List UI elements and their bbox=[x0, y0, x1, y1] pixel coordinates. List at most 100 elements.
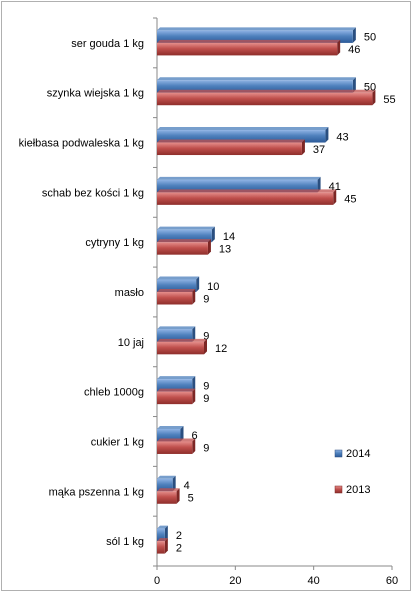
bar-2013 bbox=[157, 192, 334, 205]
bar-top-face bbox=[157, 475, 176, 479]
bar-top-face bbox=[157, 189, 337, 193]
bar-top-face bbox=[157, 239, 211, 243]
bar-top-face bbox=[157, 525, 168, 529]
data-label: 2 bbox=[176, 530, 182, 542]
bar-side-face bbox=[333, 189, 337, 205]
data-label: 9 bbox=[203, 443, 209, 455]
legend: 2014 2013 bbox=[334, 448, 370, 496]
bar-top-face bbox=[157, 338, 207, 342]
bar-2014 bbox=[157, 329, 193, 342]
data-label: 9 bbox=[203, 331, 209, 343]
bar-top-face bbox=[157, 89, 376, 93]
bar-side-face bbox=[211, 226, 215, 243]
data-label: 9 bbox=[203, 393, 209, 405]
bar-top-face bbox=[157, 27, 356, 31]
data-label: 9 bbox=[203, 293, 209, 305]
data-label: 9 bbox=[203, 380, 209, 392]
data-label: 14 bbox=[223, 231, 235, 243]
bar-side-face bbox=[196, 276, 200, 292]
bar-top-face bbox=[157, 276, 200, 280]
bar-side-face bbox=[172, 475, 176, 492]
bar-top-face bbox=[157, 139, 305, 143]
x-tick-label: 40 bbox=[308, 575, 320, 587]
bar-2013 bbox=[157, 92, 373, 106]
bar-2013 bbox=[157, 242, 208, 255]
bar-top-face bbox=[157, 488, 180, 492]
bar-side-face bbox=[372, 89, 376, 106]
data-label: 12 bbox=[215, 343, 227, 355]
bar-side-face bbox=[164, 525, 168, 542]
bar-top-face bbox=[157, 388, 196, 392]
bar-top-face bbox=[157, 438, 196, 442]
bar-2013 bbox=[157, 341, 204, 355]
bar-2014 bbox=[157, 179, 318, 193]
bar-2013 bbox=[157, 491, 177, 504]
bar-side-face bbox=[192, 376, 196, 392]
category-label: cytryny 1 kg bbox=[85, 237, 144, 249]
legend-swatch-2013 bbox=[334, 485, 343, 494]
legend-label-2014: 2014 bbox=[346, 448, 370, 460]
category-label: kiełbasa podwaleska 1 kg bbox=[19, 138, 144, 150]
category-label: schab bez kości 1 kg bbox=[42, 187, 144, 199]
bar-side-face bbox=[192, 388, 196, 405]
bar-side-face bbox=[204, 338, 207, 355]
bar-side-face bbox=[207, 239, 211, 255]
bar-top-face bbox=[157, 176, 321, 180]
bar-top-face bbox=[157, 425, 184, 429]
x-tick-label: 60 bbox=[386, 575, 398, 587]
bars bbox=[157, 27, 376, 554]
category-label: ser gouda 1 kg bbox=[71, 38, 144, 50]
bar-side-face bbox=[180, 425, 184, 442]
x-tick-label: 0 bbox=[154, 575, 160, 587]
bar-side-face bbox=[192, 326, 196, 342]
bar-top-face bbox=[157, 289, 196, 292]
bar-2013 bbox=[157, 142, 302, 156]
data-label: 50 bbox=[364, 32, 376, 44]
bar-2014 bbox=[157, 528, 165, 542]
data-label: 2 bbox=[176, 542, 182, 554]
bar-2013 bbox=[157, 541, 165, 554]
bar-side-face bbox=[337, 39, 341, 56]
bar-top-face bbox=[157, 127, 329, 131]
data-label: 43 bbox=[336, 131, 348, 143]
bar-side-face bbox=[317, 176, 321, 193]
bar-top-face bbox=[157, 77, 356, 81]
data-label: 46 bbox=[348, 44, 360, 56]
bar-2013 bbox=[157, 292, 193, 305]
bar-2014 bbox=[157, 428, 181, 442]
data-label: 4 bbox=[184, 480, 190, 492]
bar-2013 bbox=[157, 391, 193, 405]
category-label: mąka pszenna 1 kg bbox=[49, 486, 144, 498]
category-label: chleb 1000g bbox=[84, 387, 144, 399]
bar-side-face bbox=[352, 77, 356, 93]
category-label: cukier 1 kg bbox=[91, 436, 144, 448]
bar-2013 bbox=[157, 441, 193, 454]
bar-side-face bbox=[352, 27, 356, 43]
data-label: 5 bbox=[188, 493, 194, 505]
bar-2014 bbox=[157, 30, 353, 43]
legend-label-2013: 2013 bbox=[346, 484, 370, 496]
legend-swatch-2014 bbox=[334, 449, 343, 458]
bar-side-face bbox=[176, 488, 180, 504]
bar-side-face bbox=[164, 538, 168, 554]
bar-2013 bbox=[157, 42, 338, 56]
bar-2014 bbox=[157, 478, 173, 492]
bar-top-face bbox=[157, 226, 215, 230]
bar-side-face bbox=[192, 289, 196, 305]
data-label: 10 bbox=[207, 281, 219, 293]
category-label: szynka wiejska 1 kg bbox=[47, 88, 144, 100]
category-label: 10 jaj bbox=[118, 337, 144, 349]
bar-2014 bbox=[157, 229, 212, 243]
bar-2014 bbox=[157, 130, 326, 143]
bar-top-face bbox=[157, 376, 196, 380]
bar-top-face bbox=[157, 326, 196, 330]
bar-2014 bbox=[157, 379, 193, 392]
bar-top-face bbox=[157, 39, 341, 43]
category-label: masło bbox=[115, 287, 144, 299]
data-label: 50 bbox=[364, 81, 376, 93]
data-label: 37 bbox=[313, 144, 325, 156]
data-label: 45 bbox=[344, 194, 356, 206]
data-label: 6 bbox=[192, 430, 198, 442]
